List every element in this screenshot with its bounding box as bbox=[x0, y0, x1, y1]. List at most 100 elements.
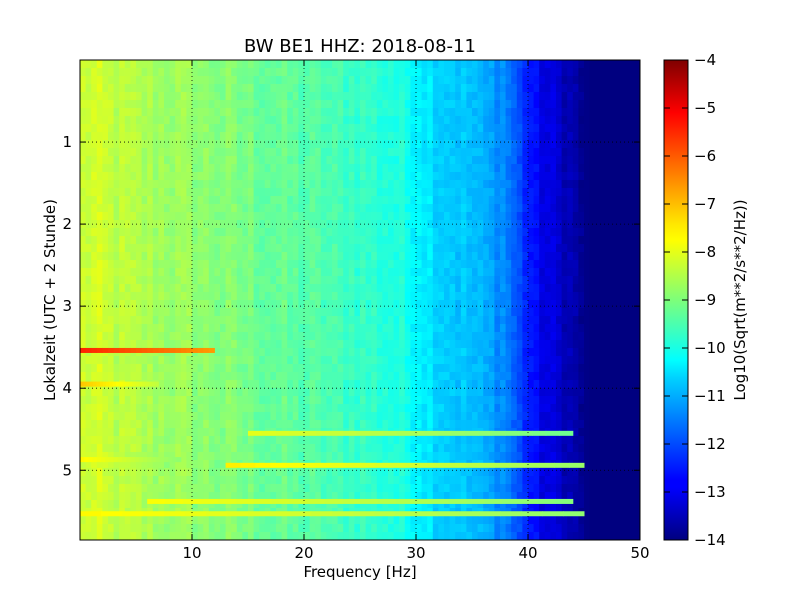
heatmap-cell bbox=[483, 212, 490, 221]
heatmap-cell bbox=[488, 204, 495, 213]
heatmap-cell bbox=[388, 84, 395, 93]
heatmap-cell bbox=[376, 60, 383, 69]
heatmap-cell bbox=[354, 404, 361, 413]
heatmap-cell bbox=[544, 276, 551, 285]
heatmap-cell bbox=[561, 68, 568, 77]
heatmap-cell bbox=[600, 412, 607, 421]
heatmap-cell bbox=[617, 308, 624, 317]
heatmap-cell bbox=[96, 156, 103, 165]
heatmap-cell bbox=[276, 92, 283, 101]
heatmap-cell bbox=[455, 268, 462, 277]
heatmap-cell bbox=[589, 108, 596, 117]
heatmap-cell bbox=[427, 420, 434, 429]
heatmap-cell bbox=[589, 164, 596, 173]
heatmap-cell bbox=[421, 172, 428, 181]
heatmap-cell bbox=[108, 428, 115, 437]
heatmap-cell bbox=[169, 180, 176, 189]
heatmap-cell bbox=[617, 316, 624, 325]
heatmap-cell bbox=[416, 380, 423, 389]
heatmap-cell bbox=[360, 196, 367, 205]
heatmap-cell bbox=[550, 100, 557, 109]
heatmap-cell bbox=[192, 292, 199, 301]
heatmap-cell bbox=[276, 372, 283, 381]
heatmap-cell bbox=[320, 372, 327, 381]
heatmap-cell bbox=[589, 68, 596, 77]
heatmap-cell bbox=[522, 84, 529, 93]
heatmap-cell bbox=[124, 372, 131, 381]
heatmap-cell bbox=[225, 412, 232, 421]
heatmap-cell bbox=[522, 372, 529, 381]
heatmap-cell bbox=[320, 292, 327, 301]
heatmap-cell bbox=[186, 412, 193, 421]
heatmap-cell bbox=[606, 204, 613, 213]
heatmap-cell bbox=[147, 404, 154, 413]
heatmap-cell bbox=[432, 420, 439, 429]
heatmap-cell bbox=[376, 84, 383, 93]
heatmap-cell bbox=[511, 228, 518, 237]
heatmap-cell bbox=[388, 92, 395, 101]
heatmap-cell bbox=[292, 132, 299, 141]
heatmap-cell bbox=[483, 284, 490, 293]
heatmap-cell bbox=[287, 436, 294, 445]
heatmap-cell bbox=[220, 348, 227, 357]
heatmap-cell bbox=[600, 404, 607, 413]
heatmap-cell bbox=[259, 372, 266, 381]
heatmap-cell bbox=[147, 220, 154, 229]
heatmap-cell bbox=[253, 188, 260, 197]
heatmap-cell bbox=[337, 340, 344, 349]
heatmap-cell bbox=[404, 68, 411, 77]
heatmap-cell bbox=[108, 452, 115, 461]
heatmap-cell bbox=[231, 92, 238, 101]
heatmap-cell bbox=[281, 156, 288, 165]
heatmap-cell bbox=[354, 204, 361, 213]
heatmap-cell bbox=[354, 76, 361, 85]
heatmap-cell bbox=[488, 260, 495, 269]
heatmap-cell bbox=[550, 300, 557, 309]
heatmap-cell bbox=[556, 316, 563, 325]
heatmap-cell bbox=[85, 148, 92, 157]
heatmap-cell bbox=[623, 188, 630, 197]
heatmap-cell bbox=[567, 332, 574, 341]
heatmap-cell bbox=[539, 364, 546, 373]
heatmap-cell bbox=[600, 420, 607, 429]
heatmap-cell bbox=[376, 124, 383, 133]
heatmap-cell bbox=[136, 164, 143, 173]
heatmap-cell bbox=[432, 316, 439, 325]
heatmap-cell bbox=[528, 276, 535, 285]
heatmap-cell bbox=[421, 124, 428, 133]
heatmap-cell bbox=[298, 380, 305, 389]
heatmap-cell bbox=[444, 188, 451, 197]
heatmap-cell bbox=[427, 164, 434, 173]
heatmap-cell bbox=[180, 220, 187, 229]
heatmap-cell bbox=[326, 324, 333, 333]
heatmap-cell bbox=[556, 84, 563, 93]
heatmap-cell bbox=[320, 236, 327, 245]
heatmap-cell bbox=[152, 292, 159, 301]
heatmap-cell bbox=[214, 268, 221, 277]
heatmap-cell bbox=[623, 164, 630, 173]
heatmap-cell bbox=[242, 268, 249, 277]
heatmap-cell bbox=[309, 348, 316, 357]
heatmap-cell bbox=[281, 444, 288, 453]
heatmap-cell bbox=[91, 268, 98, 277]
heatmap-cell bbox=[421, 364, 428, 373]
heatmap-cell bbox=[600, 148, 607, 157]
heatmap-cell bbox=[404, 436, 411, 445]
heatmap-cell bbox=[175, 284, 182, 293]
heatmap-cell bbox=[264, 260, 271, 269]
heatmap-cell bbox=[220, 388, 227, 397]
heatmap-cell bbox=[287, 116, 294, 125]
heatmap-cell bbox=[102, 220, 109, 229]
heatmap-cell bbox=[617, 380, 624, 389]
heatmap-cell bbox=[494, 412, 501, 421]
heatmap-cell bbox=[264, 284, 271, 293]
heatmap-cell bbox=[281, 356, 288, 365]
heatmap-cell bbox=[136, 196, 143, 205]
heatmap-cell bbox=[119, 340, 126, 349]
heatmap-cell bbox=[444, 252, 451, 261]
heatmap-cell bbox=[259, 76, 266, 85]
heatmap-cell bbox=[376, 388, 383, 397]
heatmap-cell bbox=[236, 308, 243, 317]
heatmap-cell bbox=[96, 428, 103, 437]
heatmap-cell bbox=[248, 356, 255, 365]
